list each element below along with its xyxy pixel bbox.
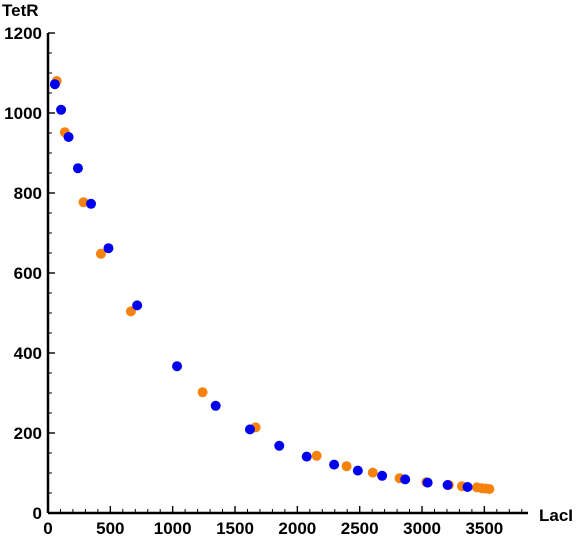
data-point-series-2 <box>462 482 473 492</box>
data-point-series-1 <box>197 387 208 398</box>
y-tick-label: 0 <box>33 504 42 523</box>
x-tick-label: 0 <box>43 519 52 538</box>
y-tick-label: 600 <box>14 264 42 283</box>
axis-ticks: 0 500 1000 1500 2000 2500 3000 3500 0 200 400 600 80… <box>4 24 523 538</box>
x-tick-label: 1500 <box>216 519 254 538</box>
data-points <box>49 76 495 494</box>
x-tick-label: 1000 <box>154 519 192 538</box>
y-tick-label: 800 <box>14 184 42 203</box>
x-axis-label: LacI <box>539 506 573 525</box>
data-point-series-2 <box>86 198 97 209</box>
data-point-series-2 <box>329 459 340 470</box>
data-point-series-2 <box>422 477 433 488</box>
data-point-series-2 <box>210 400 221 411</box>
data-point-series-1 <box>125 306 136 317</box>
y-tick-label: 1000 <box>4 104 42 123</box>
data-point-series-2 <box>72 163 83 174</box>
data-point-series-2 <box>49 79 60 90</box>
data-point-series-2 <box>103 243 114 254</box>
data-point-series-1 <box>78 197 89 208</box>
y-tick-label: 200 <box>14 424 42 443</box>
data-point-series-2 <box>274 440 285 451</box>
y-tick-label: 1200 <box>4 24 42 43</box>
data-point-series-1 <box>341 461 352 472</box>
data-point-series-2 <box>352 465 363 476</box>
x-tick-label: 500 <box>96 519 124 538</box>
data-point-series-2 <box>400 474 411 485</box>
data-point-series-2 <box>63 132 74 142</box>
x-tick-label: 3000 <box>403 519 441 538</box>
data-point-series-2 <box>56 104 67 115</box>
data-point-series-1 <box>311 450 322 461</box>
data-point-series-2 <box>244 424 255 435</box>
y-axis-label: TetR <box>2 1 39 20</box>
data-point-series-1 <box>95 248 106 259</box>
data-point-series-2 <box>377 470 388 481</box>
data-point-series-1 <box>484 484 495 494</box>
data-point-series-2 <box>172 361 183 372</box>
data-point-series-2 <box>132 300 143 311</box>
data-point-series-2 <box>301 451 312 462</box>
axes <box>46 33 528 515</box>
data-point-series-2 <box>442 480 453 490</box>
y-tick-label: 400 <box>14 344 42 363</box>
x-tick-label: 2000 <box>278 519 316 538</box>
x-tick-label: 2500 <box>341 519 379 538</box>
x-tick-label: 3500 <box>465 519 503 538</box>
data-point-series-1 <box>367 467 378 478</box>
